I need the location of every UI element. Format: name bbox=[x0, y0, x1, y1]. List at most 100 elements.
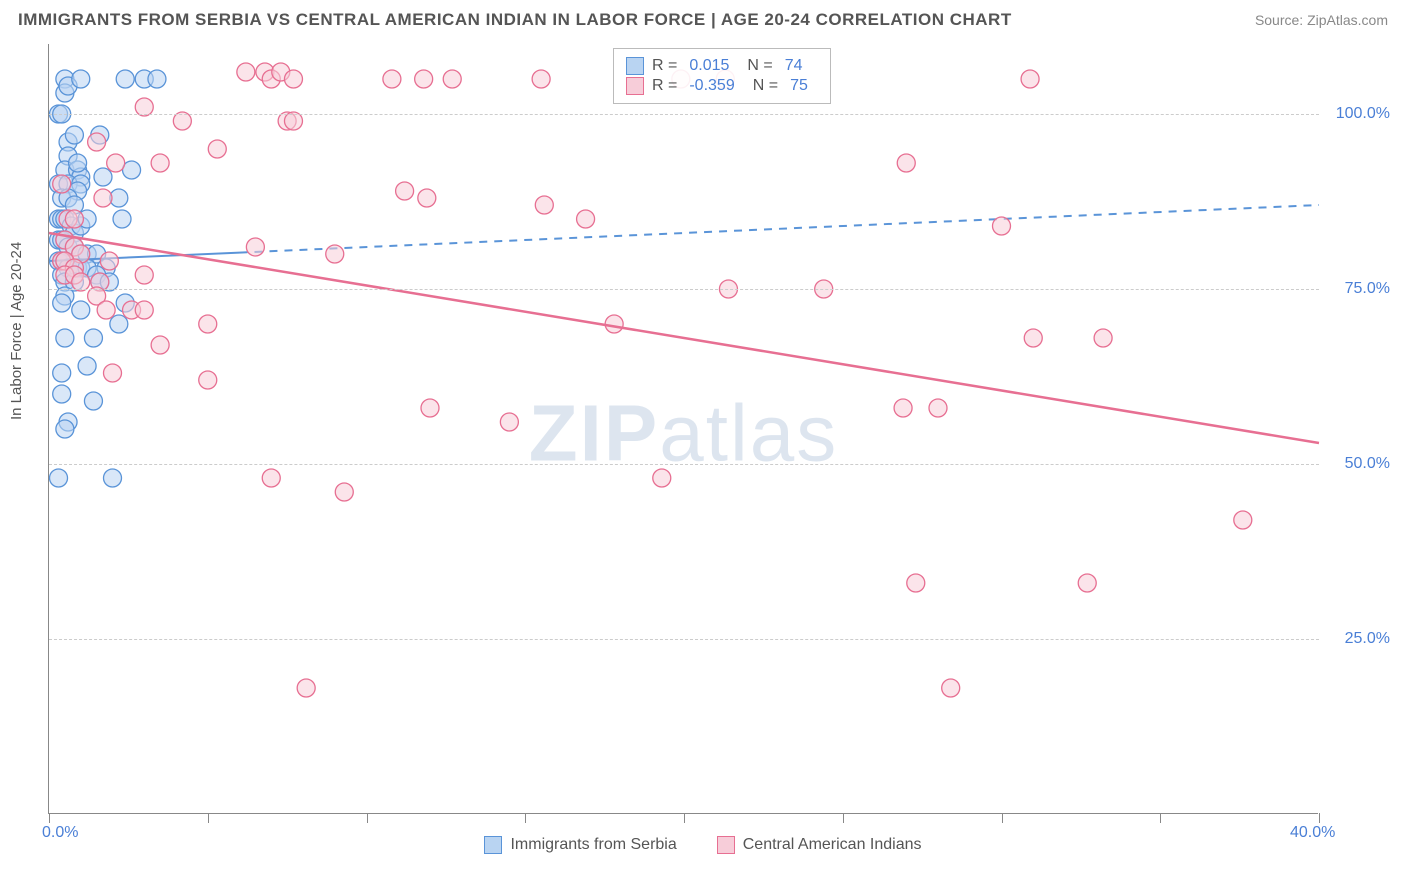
scatter-point bbox=[942, 679, 960, 697]
legend-swatch-icon bbox=[626, 57, 644, 75]
source-label: Source: ZipAtlas.com bbox=[1255, 12, 1388, 28]
bottom-legend-label: Immigrants from Serbia bbox=[510, 836, 676, 854]
legend-swatch-icon bbox=[484, 836, 502, 854]
y-axis-tick-label: 25.0% bbox=[1345, 630, 1390, 648]
scatter-point bbox=[929, 399, 947, 417]
scatter-point bbox=[237, 63, 255, 81]
scatter-point bbox=[78, 357, 96, 375]
scatter-point bbox=[500, 413, 518, 431]
scatter-point bbox=[1234, 511, 1252, 529]
scatter-point bbox=[1094, 329, 1112, 347]
scatter-point bbox=[107, 154, 125, 172]
gridline bbox=[49, 114, 1319, 115]
legend-row: R = -0.359 N = 75 bbox=[626, 77, 818, 95]
scatter-point bbox=[208, 140, 226, 158]
scatter-point bbox=[65, 210, 83, 228]
scatter-point bbox=[421, 399, 439, 417]
trend-line bbox=[49, 233, 1319, 443]
gridline bbox=[49, 289, 1319, 290]
scatter-point bbox=[1021, 70, 1039, 88]
x-tick bbox=[525, 813, 526, 823]
scatter-point bbox=[907, 574, 925, 592]
scatter-point bbox=[1078, 574, 1096, 592]
legend-r-label: R = bbox=[652, 57, 677, 75]
trend-line bbox=[240, 205, 1320, 253]
x-tick bbox=[1160, 813, 1161, 823]
scatter-point bbox=[532, 70, 550, 88]
scatter-point bbox=[88, 133, 106, 151]
scatter-point bbox=[443, 70, 461, 88]
y-axis-labels: 25.0% 50.0% 75.0% 100.0% bbox=[1320, 44, 1390, 814]
x-tick bbox=[367, 813, 368, 823]
scatter-point bbox=[53, 175, 71, 193]
scatter-point bbox=[297, 679, 315, 697]
bottom-legend: Immigrants from Serbia Central American … bbox=[0, 836, 1406, 854]
scatter-point bbox=[262, 469, 280, 487]
scatter-point bbox=[72, 70, 90, 88]
scatter-point bbox=[148, 70, 166, 88]
scatter-point bbox=[993, 217, 1011, 235]
y-axis-tick-label: 50.0% bbox=[1345, 455, 1390, 473]
scatter-point bbox=[56, 329, 74, 347]
scatter-point bbox=[246, 238, 264, 256]
legend-r-value: -0.359 bbox=[689, 77, 734, 95]
scatter-point bbox=[577, 210, 595, 228]
x-tick bbox=[843, 813, 844, 823]
scatter-point bbox=[72, 301, 90, 319]
legend-row: R = 0.015 N = 74 bbox=[626, 57, 818, 75]
x-tick bbox=[49, 813, 50, 823]
scatter-point bbox=[104, 469, 122, 487]
scatter-point bbox=[94, 189, 112, 207]
scatter-point bbox=[396, 182, 414, 200]
legend-swatch-icon bbox=[717, 836, 735, 854]
y-axis-tick-label: 100.0% bbox=[1336, 105, 1390, 123]
scatter-point bbox=[199, 371, 217, 389]
x-tick bbox=[1319, 813, 1320, 823]
legend-r-label: R = bbox=[652, 77, 677, 95]
scatter-point bbox=[151, 336, 169, 354]
scatter-point bbox=[894, 399, 912, 417]
scatter-point bbox=[897, 154, 915, 172]
x-tick bbox=[208, 813, 209, 823]
scatter-point bbox=[69, 154, 87, 172]
scatter-point bbox=[50, 469, 68, 487]
legend-n-value: 74 bbox=[785, 57, 803, 75]
bottom-legend-item: Central American Indians bbox=[717, 836, 922, 854]
scatter-point bbox=[100, 252, 118, 270]
scatter-point bbox=[97, 301, 115, 319]
legend-r-value: 0.015 bbox=[689, 57, 729, 75]
gridline bbox=[49, 639, 1319, 640]
scatter-point bbox=[135, 266, 153, 284]
scatter-point bbox=[335, 483, 353, 501]
scatter-point bbox=[104, 364, 122, 382]
x-tick bbox=[684, 813, 685, 823]
chart-title: IMMIGRANTS FROM SERBIA VS CENTRAL AMERIC… bbox=[18, 10, 1012, 30]
scatter-point bbox=[84, 392, 102, 410]
plot-area: ZIPatlas R = 0.015 N = 74 R = -0.359 N =… bbox=[48, 44, 1318, 814]
scatter-point bbox=[84, 329, 102, 347]
correlation-legend: R = 0.015 N = 74 R = -0.359 N = 75 bbox=[613, 48, 831, 104]
scatter-point bbox=[110, 315, 128, 333]
gridline bbox=[49, 464, 1319, 465]
scatter-point bbox=[326, 245, 344, 263]
legend-n-label: N = bbox=[753, 77, 778, 95]
scatter-point bbox=[53, 364, 71, 382]
bottom-legend-item: Immigrants from Serbia bbox=[484, 836, 676, 854]
scatter-point bbox=[605, 315, 623, 333]
scatter-point bbox=[199, 315, 217, 333]
y-axis-tick-label: 75.0% bbox=[1345, 280, 1390, 298]
scatter-point bbox=[1024, 329, 1042, 347]
bottom-legend-label: Central American Indians bbox=[743, 836, 922, 854]
scatter-point bbox=[53, 385, 71, 403]
scatter-svg bbox=[49, 44, 1319, 814]
plot-wrap: ZIPatlas R = 0.015 N = 74 R = -0.359 N =… bbox=[48, 44, 1388, 814]
scatter-point bbox=[535, 196, 553, 214]
scatter-point bbox=[135, 301, 153, 319]
scatter-point bbox=[415, 70, 433, 88]
x-tick bbox=[1002, 813, 1003, 823]
scatter-point bbox=[53, 294, 71, 312]
legend-n-value: 75 bbox=[790, 77, 808, 95]
scatter-point bbox=[383, 70, 401, 88]
scatter-point bbox=[56, 420, 74, 438]
scatter-point bbox=[113, 210, 131, 228]
